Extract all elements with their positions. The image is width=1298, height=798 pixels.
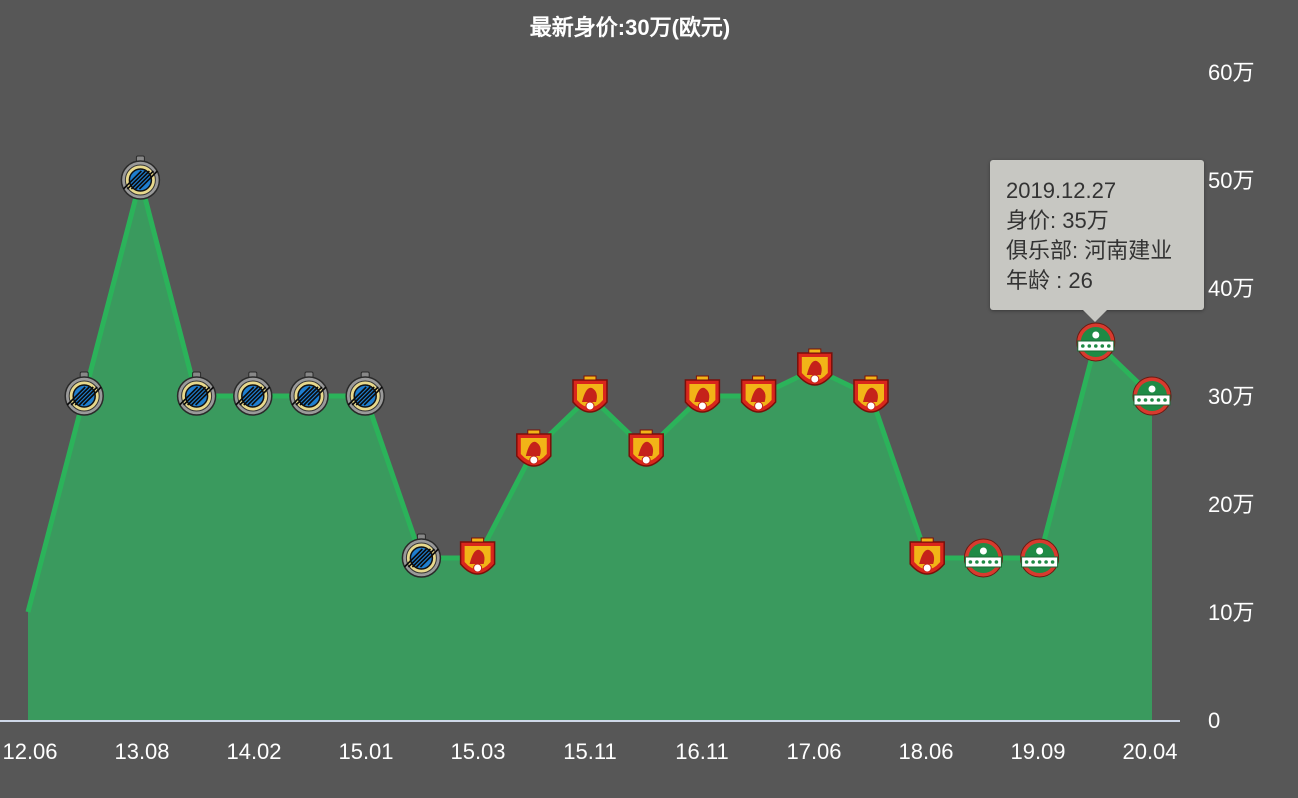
area-fill	[28, 180, 1152, 720]
data-point-club-brugge-icon[interactable]	[120, 155, 161, 200]
tooltip-club: 俱乐部: 河南建业	[1006, 238, 1173, 263]
x-tick-label: 16.11	[675, 739, 728, 764]
data-point-henan-jianye-icon[interactable]	[1076, 322, 1116, 362]
y-tick-label: 20万	[1208, 492, 1254, 517]
data-point-guangzhou-icon[interactable]	[516, 429, 552, 467]
x-tick-label: 15.03	[450, 739, 505, 764]
data-point-club-brugge-icon[interactable]	[64, 371, 104, 416]
x-tick-label: 20.04	[1122, 739, 1177, 764]
y-tick-label: 40万	[1208, 276, 1254, 301]
x-tick-label: 18.06	[898, 739, 953, 764]
data-point-guangzhou-icon[interactable]	[853, 375, 889, 413]
x-tick-label: 15.11	[563, 739, 616, 764]
y-tick-label: 30万	[1208, 384, 1254, 409]
y-axis-ticks: 0 10万 20万 30万 40万 50万 60万	[1208, 60, 1254, 733]
data-point-guangzhou-icon[interactable]	[572, 375, 608, 413]
data-point-club-brugge-icon[interactable]	[345, 371, 385, 416]
data-point-guangzhou-icon[interactable]	[797, 348, 833, 386]
y-tick-label: 0	[1208, 708, 1220, 733]
data-point-club-brugge-icon[interactable]	[233, 371, 273, 416]
tooltip-value: 身价: 35万	[1006, 208, 1109, 233]
data-point-henan-jianye-icon[interactable]	[963, 538, 1003, 578]
x-tick-label: 19.09	[1010, 739, 1065, 764]
tooltip-caret	[1083, 310, 1107, 322]
data-point-guangzhou-icon[interactable]	[459, 537, 496, 575]
data-point-club-brugge-icon[interactable]	[289, 371, 329, 416]
tooltip: 2019.12.27 身价: 35万 俱乐部: 河南建业 年龄 : 26	[990, 160, 1204, 322]
y-tick-label: 50万	[1208, 168, 1254, 193]
chart-title: 最新身价:30万(欧元)	[530, 15, 730, 40]
y-tick-label: 10万	[1208, 600, 1254, 625]
data-points	[64, 155, 1172, 578]
area-layer	[25, 177, 1154, 720]
data-point-guangzhou-icon[interactable]	[740, 375, 777, 413]
data-point-henan-jianye-icon[interactable]	[1132, 376, 1172, 416]
tooltip-age: 年龄 : 26	[1006, 268, 1093, 293]
data-point-guangzhou-icon[interactable]	[628, 429, 664, 467]
data-point-club-brugge-icon[interactable]	[176, 371, 217, 416]
data-point-guangzhou-icon[interactable]	[909, 537, 945, 575]
x-tick-label: 13.08	[114, 739, 169, 764]
data-point-club-brugge-icon[interactable]	[401, 533, 442, 578]
data-point-guangzhou-icon[interactable]	[684, 375, 721, 413]
tooltip-date: 2019.12.27	[1006, 178, 1117, 203]
x-tick-label: 12.06	[2, 739, 57, 764]
x-tick-label: 14.02	[226, 739, 281, 764]
x-tick-label: 17.06	[786, 739, 841, 764]
y-tick-label: 60万	[1208, 60, 1254, 85]
x-axis-ticks: 12.06 13.08 14.02 15.01 15.03 15.11 16.11 17.06…	[2, 739, 1177, 764]
x-tick-label: 15.01	[338, 739, 393, 764]
data-point-henan-jianye-icon[interactable]	[1020, 538, 1060, 578]
